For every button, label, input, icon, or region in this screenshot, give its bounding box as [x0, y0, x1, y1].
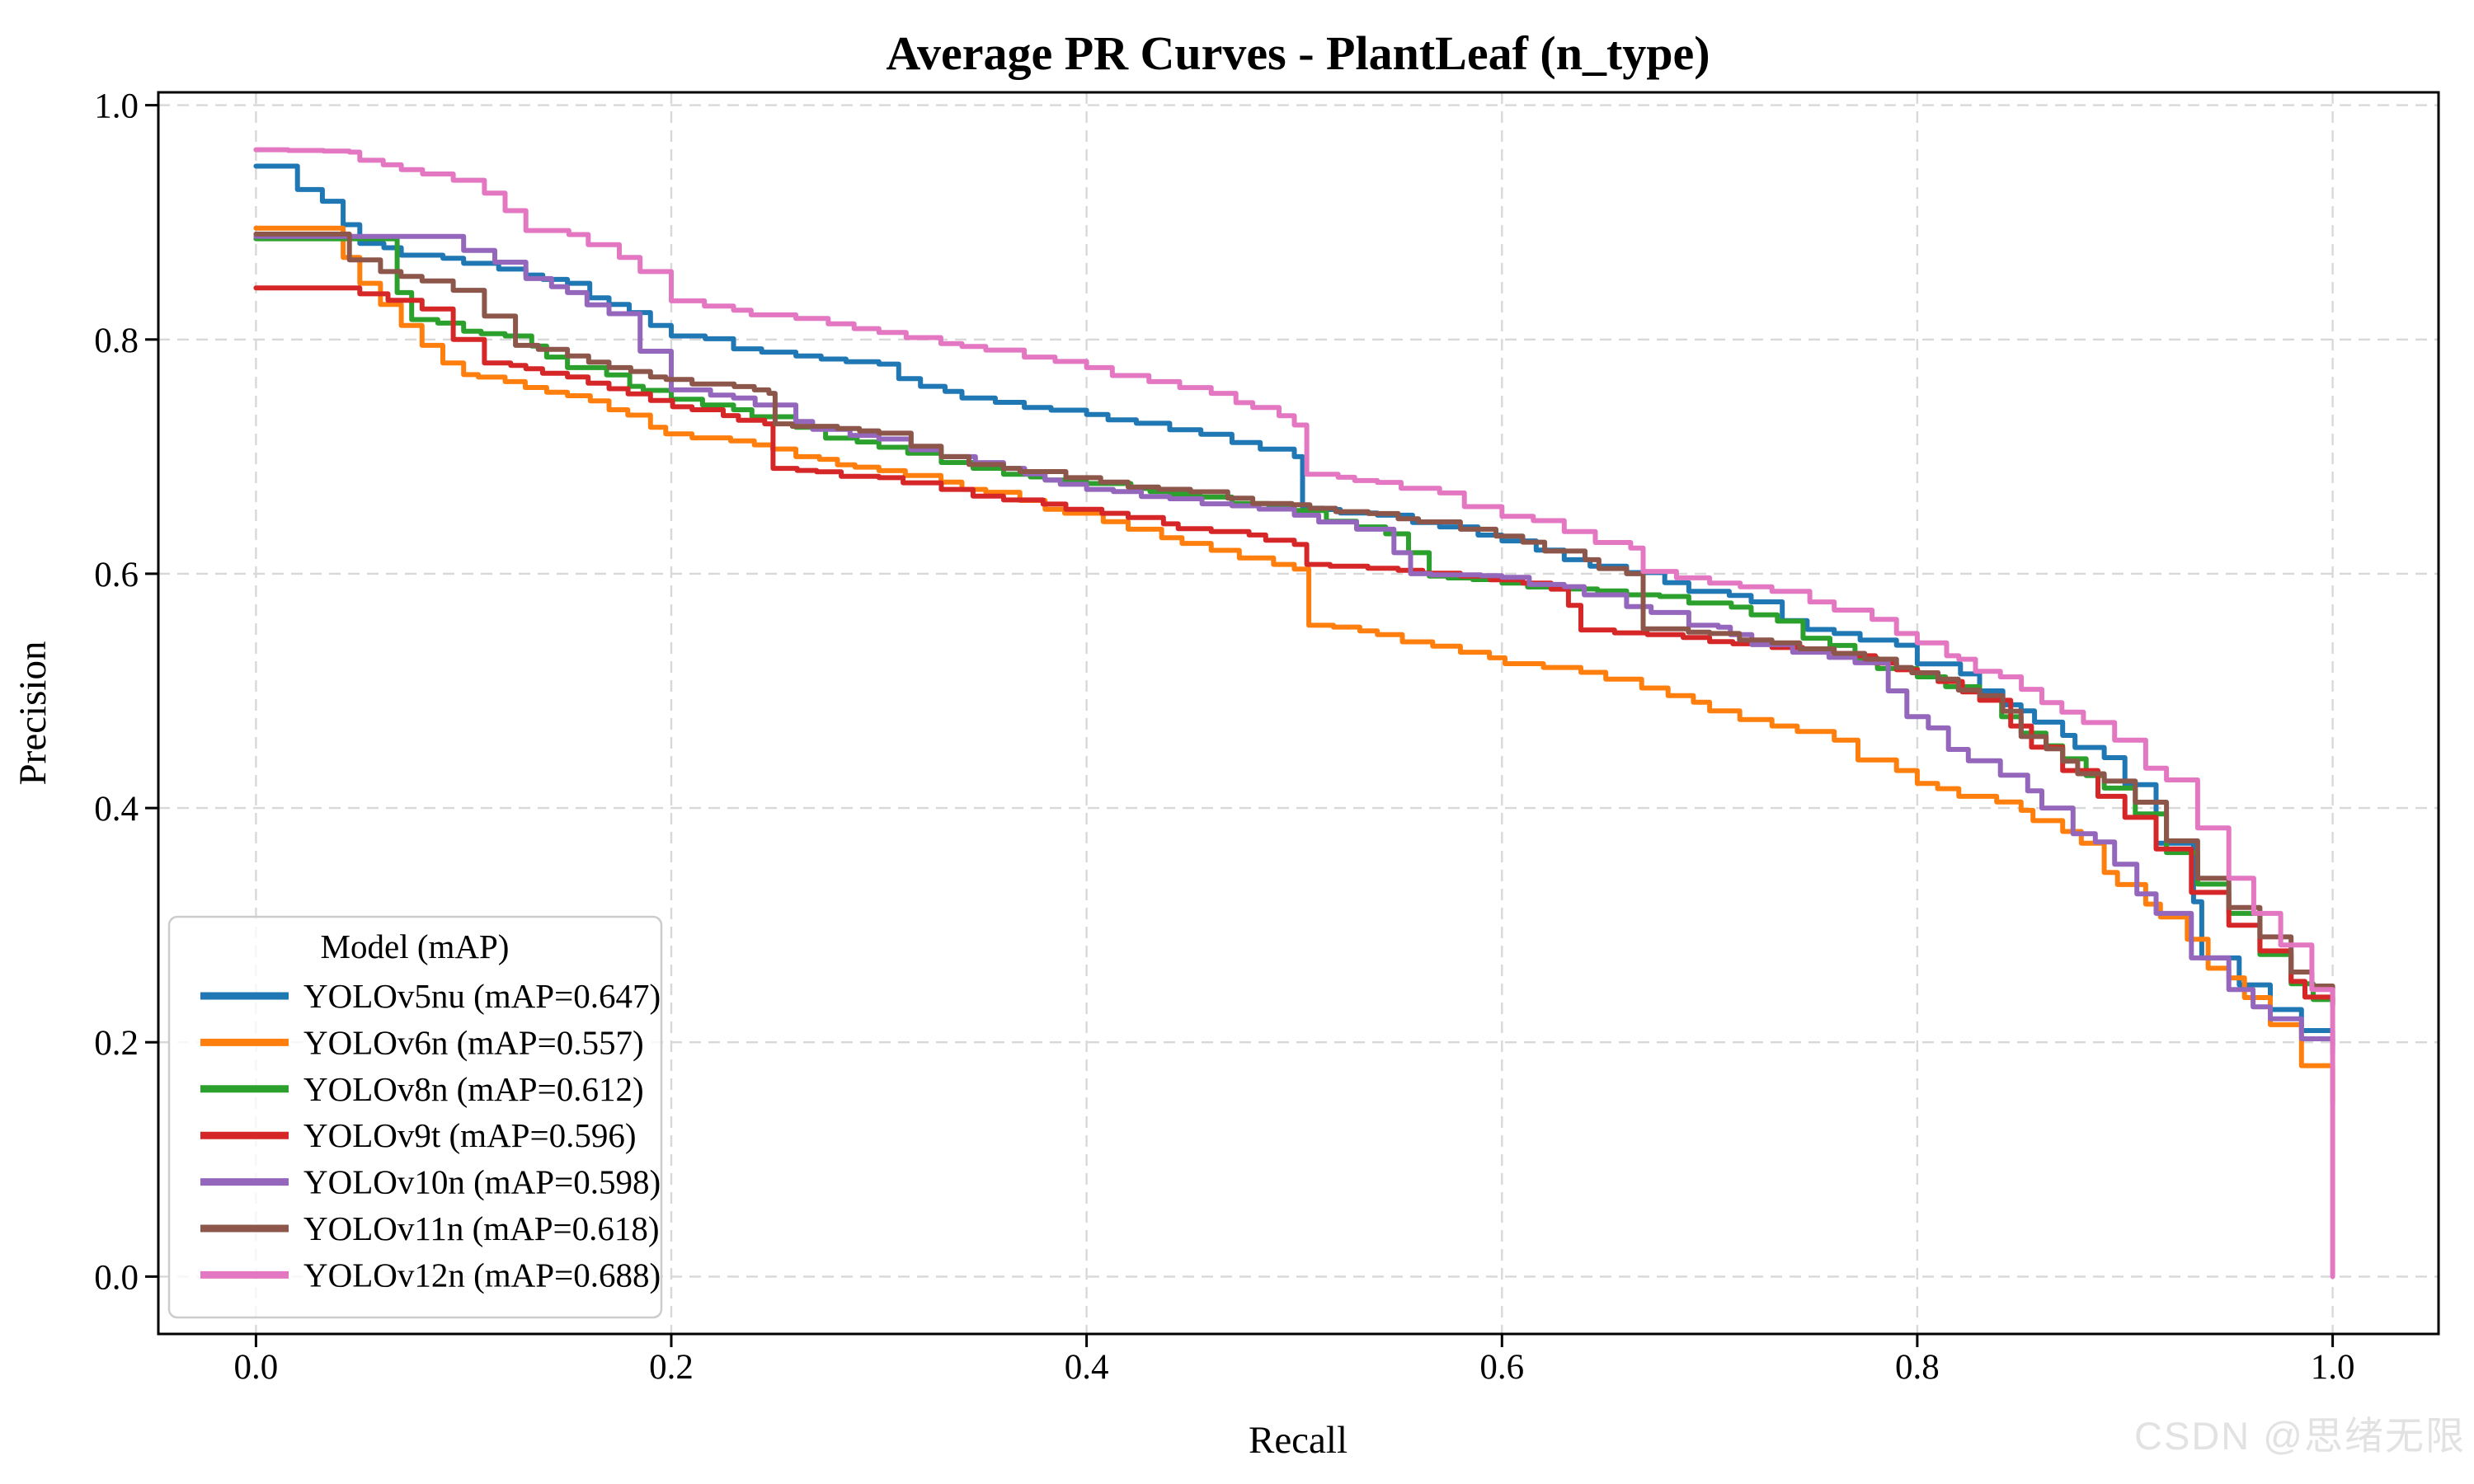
watermark: CSDN @思绪无限 CSDN @思绪无限 [2134, 1414, 2468, 1460]
legend: Model (mAP) YOLOv5nu (mAP=0.647) YOLOv6n … [167, 915, 663, 1319]
plot-frame [157, 91, 2440, 1336]
x-tick-label-0.4: 0.4 [1065, 1348, 1109, 1387]
chart-title: Average PR Curves - PlantLeaf (n_type) [886, 26, 1710, 80]
axis-tick-labels: 0.0 0.2 0.4 0.6 0.8 1.0 0.0 0.2 0.4 0.6 0.8 1.0 [94, 87, 2354, 1387]
legend-title: Model (mAP) [321, 928, 510, 965]
legend-box [167, 915, 663, 1319]
x-tick-label-0.2: 0.2 [649, 1348, 694, 1387]
y-tick-label-0.4: 0.4 [94, 790, 139, 829]
x-axis-label: Recall [1249, 1419, 1348, 1462]
legend-label-yolov9t: YOLOv9t (mAP=0.596) [303, 1116, 637, 1154]
legend-label-yolov12n: YOLOv12n (mAP=0.688) [303, 1256, 661, 1294]
x-tick-label-0.8: 0.8 [1895, 1348, 1940, 1387]
watermark-text: CSDN @思绪无限 [2134, 1414, 2466, 1458]
pr-curve-yolov5nu [253, 163, 2335, 1049]
pr-curve-yolov10n [253, 233, 2335, 1057]
pr-curve-yolov11n [253, 231, 2335, 1004]
legend-label-yolov10n: YOLOv10n (mAP=0.598) [303, 1163, 661, 1201]
y-tick-label-0.6: 0.6 [94, 556, 139, 594]
watermark-shadow: CSDN @思绪无限 [2137, 1416, 2468, 1460]
pr-curve-yolov12n [253, 147, 2335, 1280]
legend-entries: YOLOv5nu (mAP=0.647) YOLOv6n (mAP=0.557) Y… [200, 977, 661, 1294]
legend-label-yolov5nu: YOLOv5nu (mAP=0.647) [303, 977, 661, 1015]
y-axis-label: Precision [12, 641, 54, 786]
x-tick-label-0.6: 0.6 [1479, 1348, 1524, 1387]
legend-label-yolov8n: YOLOv8n (mAP=0.612) [303, 1070, 644, 1108]
x-tick-label-0: 0.0 [234, 1348, 279, 1387]
pr-curves [253, 147, 2335, 1280]
x-tick-label-1: 1.0 [2311, 1348, 2355, 1387]
y-tick-label-0.2: 0.2 [94, 1024, 139, 1063]
legend-label-yolov11n: YOLOv11n (mAP=0.618) [303, 1209, 660, 1247]
legend-label-yolov6n: YOLOv6n (mAP=0.557) [303, 1023, 644, 1061]
y-tick-label-1: 1.0 [94, 87, 139, 126]
y-tick-label-0: 0.0 [94, 1258, 139, 1297]
y-tick-label-0.8: 0.8 [94, 322, 139, 360]
axis-ticks [145, 104, 2335, 1347]
pr-curve-yolov6n [253, 225, 2335, 1106]
